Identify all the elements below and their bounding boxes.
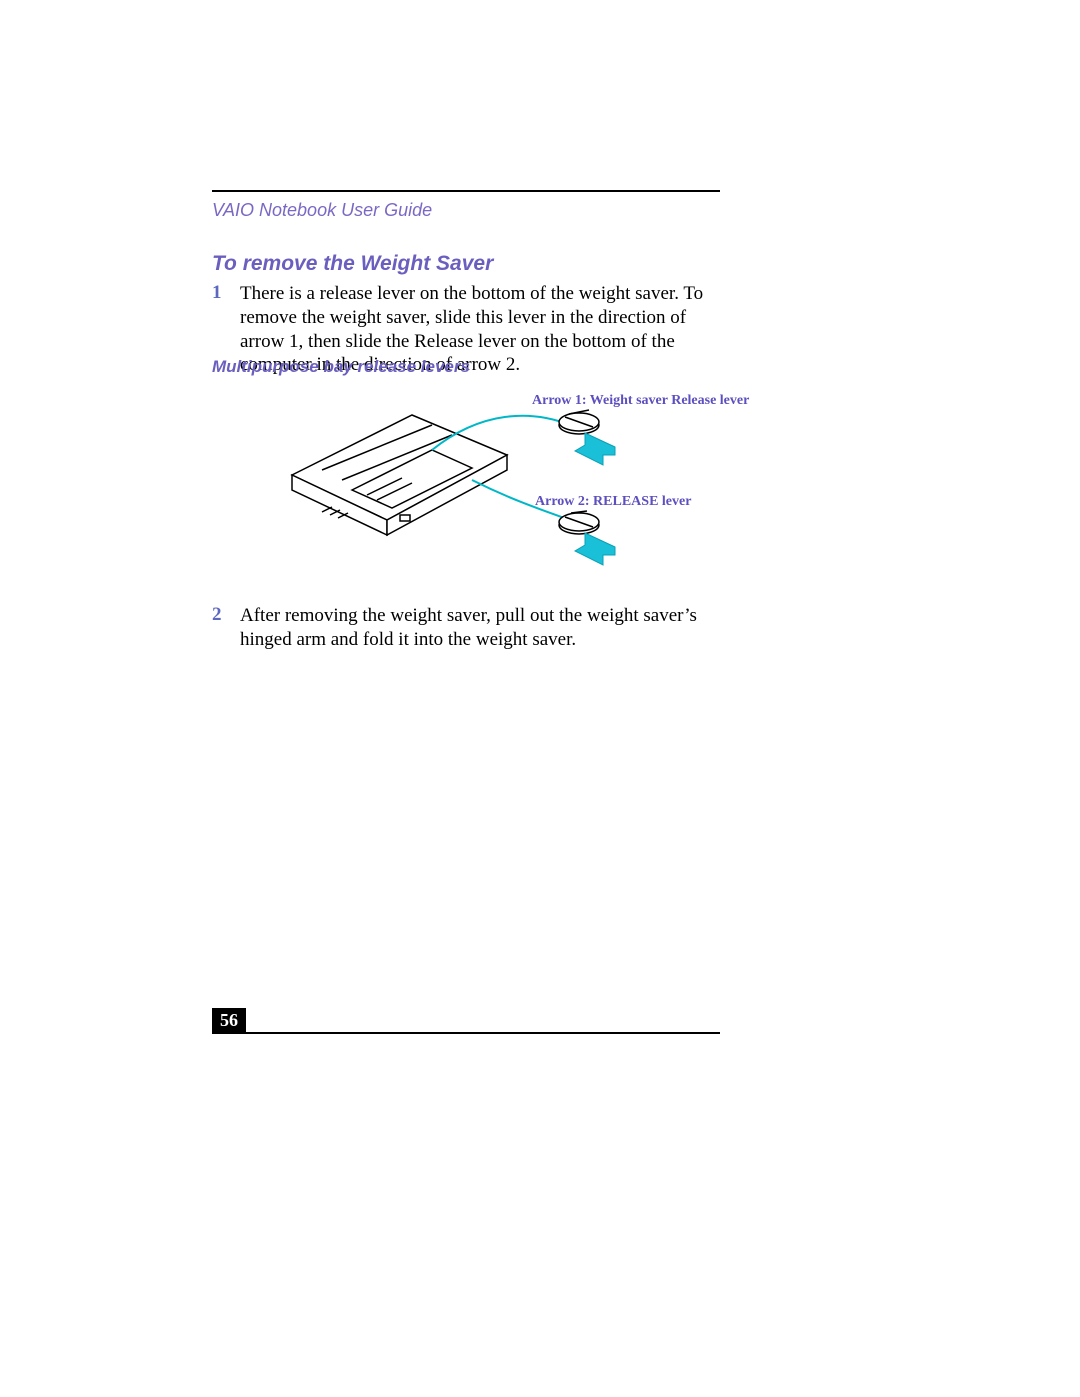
figure-illustration — [282, 380, 742, 580]
section-title: To remove the Weight Saver — [212, 252, 493, 276]
laptop-underside-illustration-svg — [282, 380, 742, 580]
step-2-text: After removing the weight saver, pull ou… — [240, 604, 730, 652]
bottom-rule — [212, 1032, 720, 1034]
step-2-number: 2 — [212, 604, 222, 626]
running-head: VAIO Notebook User Guide — [212, 200, 432, 221]
document-page: VAIO Notebook User Guide To remove the W… — [0, 0, 1080, 1397]
figure-caption: Multipurpose bay release levers — [212, 357, 470, 377]
top-rule — [212, 190, 720, 192]
page-number: 56 — [212, 1008, 246, 1034]
step-1-number: 1 — [212, 282, 222, 304]
